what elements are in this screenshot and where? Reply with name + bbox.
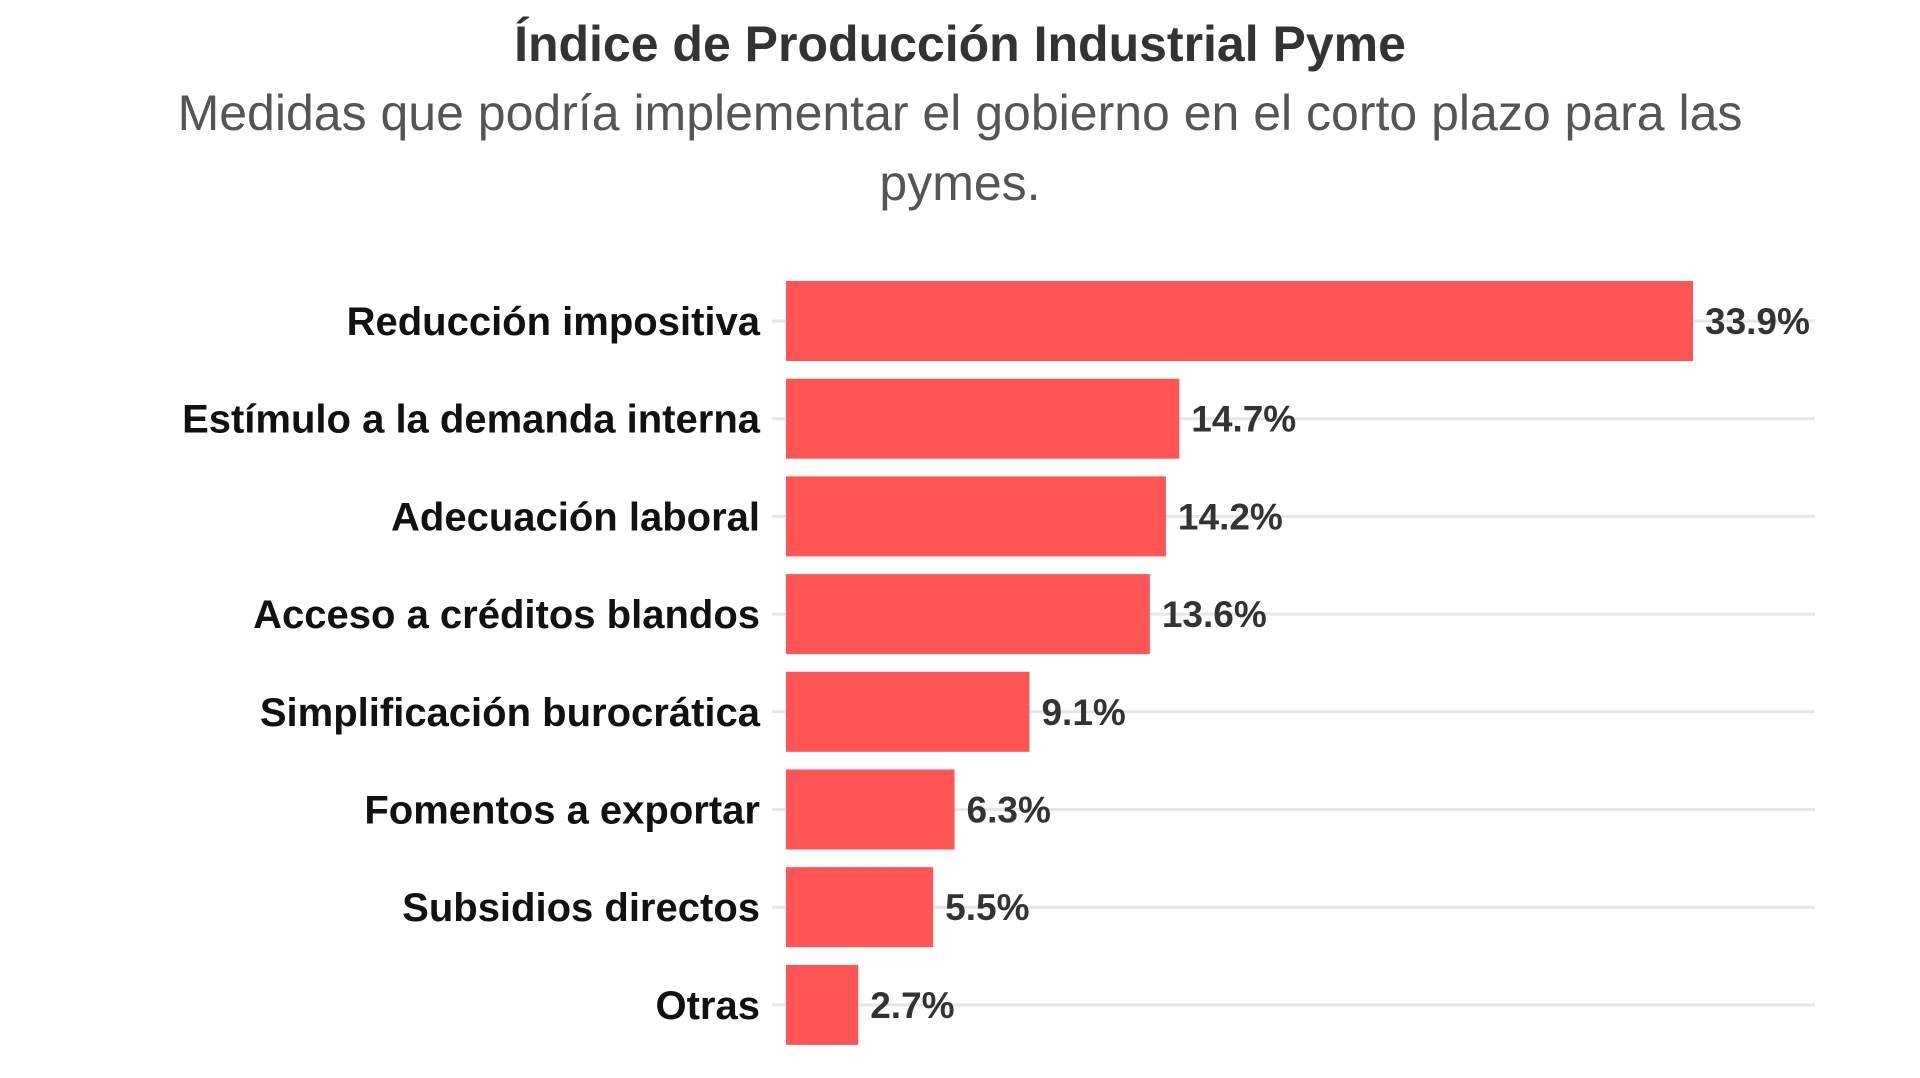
value-label: 13.6% bbox=[1162, 594, 1267, 635]
chart-subtitle: Medidas que podría implementar el gobier… bbox=[177, 85, 1743, 211]
value-label: 14.7% bbox=[1191, 399, 1296, 440]
chart-title: Índice de Producción Industrial Pyme bbox=[514, 16, 1406, 72]
bar bbox=[786, 281, 1693, 361]
bar bbox=[786, 378, 1180, 459]
value-label: 33.9% bbox=[1705, 301, 1810, 342]
bar bbox=[786, 867, 934, 948]
value-label: 14.2% bbox=[1178, 496, 1283, 537]
category-label: Adecuación laboral bbox=[391, 495, 760, 539]
bar bbox=[786, 671, 1030, 752]
bar bbox=[786, 476, 1166, 557]
value-label: 5.5% bbox=[945, 887, 1029, 928]
value-label: 9.1% bbox=[1041, 692, 1125, 733]
category-label: Fomentos a exportar bbox=[364, 789, 760, 833]
category-label: Reducción impositiva bbox=[347, 300, 761, 344]
value-label: 2.7% bbox=[870, 985, 954, 1026]
category-label: Acceso a créditos blandos bbox=[253, 593, 760, 637]
category-label: Simplificación burocrática bbox=[260, 691, 761, 735]
bar bbox=[786, 964, 859, 1045]
category-label: Subsidios directos bbox=[402, 886, 760, 930]
bar bbox=[786, 574, 1150, 655]
category-label: Otras bbox=[656, 984, 761, 1028]
category-label: Estímulo a la demanda interna bbox=[182, 398, 761, 442]
value-label: 6.3% bbox=[967, 790, 1051, 831]
bar bbox=[786, 769, 955, 850]
